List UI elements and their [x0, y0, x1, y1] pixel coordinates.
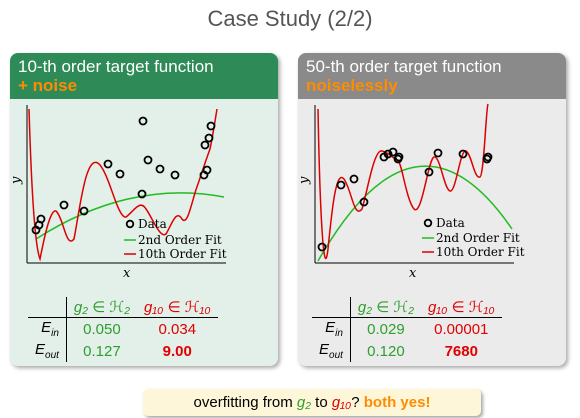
legend-data-marker — [423, 218, 433, 228]
ein-g2-value: 0.029 — [367, 320, 405, 338]
row-label-eout: Eout — [28, 340, 67, 362]
data-point — [349, 174, 359, 184]
col-header-g10: g₁₀ ∈ ℋ₁₀ — [136, 297, 218, 318]
row-label-ein-e: E — [325, 319, 336, 336]
panel-heading: 10-th order target function + noise — [10, 53, 278, 99]
panel-heading-line1: 50-th order target function — [306, 57, 502, 76]
data-point — [138, 116, 148, 126]
conclusion-prefix: overfitting from — [193, 394, 297, 411]
data-point — [202, 165, 212, 175]
panel-heading-line2: + noise — [18, 76, 78, 95]
ein-g2-value: 0.050 — [83, 320, 121, 338]
y-axis-label: y — [10, 176, 24, 185]
table-corner — [28, 297, 67, 318]
eout-g10-value: 9.00 — [162, 342, 192, 360]
panel-heading-line2: noiselessly — [306, 76, 398, 95]
data-point — [317, 242, 327, 252]
fit-plot: x y Data 2nd Order Fit 10th Or — [10, 105, 227, 281]
conclusion-mid: to — [310, 394, 332, 411]
conclusion-answer: both yes! — [363, 394, 431, 411]
panel-heading-line1: 10-th order target function — [18, 57, 214, 76]
row-label-ein-e: E — [41, 319, 52, 336]
data-point — [359, 197, 369, 207]
conclusion-question: ? — [351, 394, 364, 411]
row-label-eout-e: E — [35, 341, 46, 358]
table-corner — [312, 297, 351, 318]
data-point — [137, 189, 147, 199]
row-label-eout-sub: out — [329, 350, 343, 361]
data-point — [79, 206, 89, 216]
row-label-ein-sub: in — [335, 328, 343, 339]
eout-g2-value: 0.127 — [83, 342, 121, 360]
legend-second-order-label: 2nd Order Fit — [138, 233, 222, 247]
data-point — [155, 164, 165, 174]
data-point — [336, 180, 346, 190]
conclusion-box: overfitting from g₂ to g₁₀? both yes! — [143, 389, 481, 416]
data-point — [204, 133, 214, 143]
data-point — [388, 147, 398, 157]
x-axis-label: x — [409, 266, 417, 281]
row-label-ein: Ein — [28, 317, 67, 340]
data-point — [383, 149, 393, 159]
data-point — [143, 155, 153, 165]
legend-tenth-order-label: 10th Order Fit — [138, 247, 227, 261]
data-point — [59, 200, 69, 210]
case-panel-noise: 10-th order target function + noise x y — [10, 53, 278, 366]
col-header-g2: g₂ ∈ ℋ₂ — [350, 297, 421, 318]
error-table: g₂ ∈ ℋ₂ g₁₀ ∈ ℋ₁₀ Ein 0.050 0.034 Eout 0… — [28, 297, 218, 362]
ein-g10-value: 0.034 — [158, 320, 197, 338]
data-point — [206, 121, 216, 131]
legend-second-order-label: 2nd Order Fit — [436, 231, 520, 245]
col-header-g2: g₂ ∈ ℋ₂ — [66, 297, 137, 318]
second-order-fit-curve — [317, 165, 513, 262]
data-point — [433, 148, 443, 158]
panel-heading: 50-th order target function noiselessly — [298, 53, 566, 99]
second-order-fit-curve — [35, 192, 225, 240]
fit-plot: x y Data 2nd Order Fit 10th Order Fit — [298, 103, 525, 281]
row-label-eout: Eout — [312, 340, 351, 362]
conclusion-g10: g₁₀ — [331, 394, 352, 411]
data-point — [424, 167, 434, 177]
x-axis-label: x — [123, 266, 131, 281]
eout-g2-value: 0.120 — [367, 342, 405, 360]
row-label-eout-e: E — [319, 341, 330, 358]
legend-data-label: Data — [436, 216, 465, 230]
data-point — [170, 170, 180, 180]
legend-data-label: Data — [138, 217, 167, 231]
row-label-ein-sub: in — [51, 328, 59, 339]
y-axis-label: y — [298, 176, 312, 185]
data-point — [394, 152, 404, 162]
col-header-g10: g₁₀ ∈ ℋ₁₀ — [420, 297, 502, 318]
data-point — [458, 149, 468, 159]
data-point — [103, 159, 113, 169]
eout-g10-value: 7680 — [444, 342, 478, 360]
case-panel-noiseless: 50-th order target function noiselessly … — [298, 53, 566, 366]
conclusion-g2: g₂ — [296, 394, 311, 411]
legend-tenth-order-label: 10th Order Fit — [436, 245, 525, 259]
row-label-ein: Ein — [312, 317, 351, 340]
data-point — [36, 214, 46, 224]
tenth-order-fit-curve — [28, 108, 218, 262]
data-point — [115, 169, 125, 179]
legend-data-marker — [125, 219, 135, 229]
data-point — [483, 152, 493, 162]
row-label-eout-sub: out — [45, 350, 59, 361]
error-table: g₂ ∈ ℋ₂ g₁₀ ∈ ℋ₁₀ Ein 0.029 0.00001 Eout… — [312, 297, 502, 362]
data-point — [200, 140, 210, 150]
ein-g10-value: 0.00001 — [434, 320, 489, 338]
slide-title: Case Study (2/2) — [207, 6, 373, 31]
